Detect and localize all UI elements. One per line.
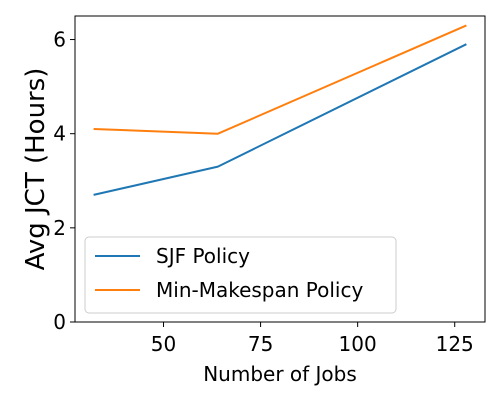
legend: SJF Policy Min-Makespan Policy <box>84 236 397 314</box>
y-tick-label: 2 <box>53 216 66 240</box>
x-tick-label: 75 <box>248 332 273 356</box>
x-tick-label: 100 <box>339 332 377 356</box>
series-line-min-makespan-policy <box>93 24 467 135</box>
y-axis-label: Avg JCT (Hours) <box>21 68 51 271</box>
x-axis-label: Number of Jobs <box>203 362 357 386</box>
x-tick-label: 50 <box>151 332 176 356</box>
series-lines <box>93 24 467 196</box>
y-tick-label: 6 <box>53 28 66 52</box>
y-tick-label: 4 <box>53 122 66 146</box>
x-tick-label: 125 <box>436 332 474 356</box>
x-axis-ticks: 50 75 100 125 <box>151 322 474 356</box>
y-tick-label: 0 <box>53 310 66 334</box>
legend-box <box>84 236 397 314</box>
legend-label-min-makespan: Min-Makespan Policy <box>156 278 363 302</box>
legend-label-sjf: SJF Policy <box>156 244 250 268</box>
series-line-sjf-policy <box>93 43 467 196</box>
y-axis-ticks: 0 2 4 6 <box>53 28 75 334</box>
